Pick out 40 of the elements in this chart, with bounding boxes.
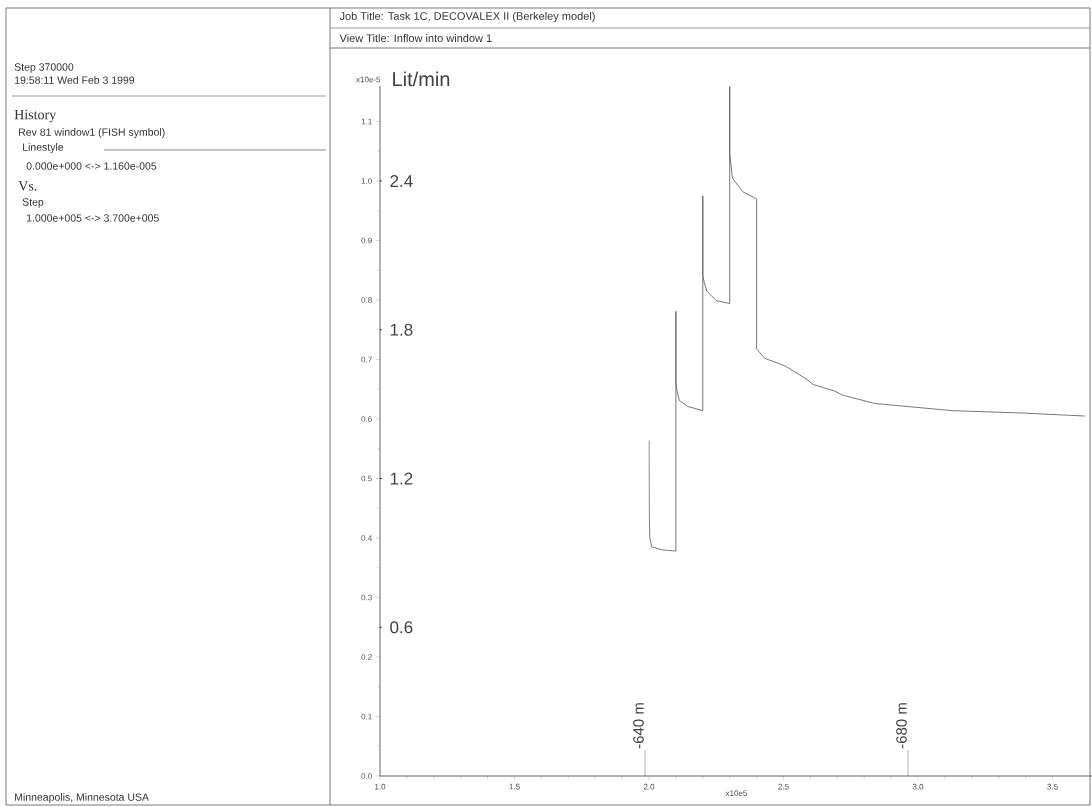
x-tick-label: 3.5 bbox=[1047, 783, 1058, 790]
y-tick-label: 0.4 bbox=[361, 535, 372, 541]
chart-subtitle: View Title: Inflow into window 1 bbox=[339, 33, 492, 43]
y-tick-label: 0.2 bbox=[361, 654, 372, 660]
text: 19:58:11 Wed Feb 3 1999 bbox=[15, 76, 135, 84]
y2-tick-label: 2.4 bbox=[390, 175, 413, 187]
y2-tick-label: 1.8 bbox=[390, 323, 413, 336]
text: Step 370000 bbox=[14, 63, 74, 73]
y-tick-label: 0.1 bbox=[361, 713, 372, 720]
y-tick-label: 0.8 bbox=[361, 297, 372, 303]
line-series bbox=[648, 86, 1086, 552]
y-tick-label: 0.9 bbox=[361, 237, 372, 244]
y2-tick-label: 1.2 bbox=[390, 472, 413, 485]
y2-axis-title: Lit/min bbox=[393, 71, 450, 87]
text: Step bbox=[22, 198, 44, 208]
text: Minneapolis, Minnesota USA bbox=[15, 793, 149, 803]
chart-title: Job Title: Task 1C, DECOVALEX II (Berkeley model) bbox=[339, 11, 595, 23]
y-tick-label: 0.6 bbox=[361, 416, 372, 422]
y-axis-title: x10e-5 bbox=[356, 76, 381, 83]
text: 1.000e+005 <-> 3.700e+005 bbox=[27, 214, 159, 222]
y-tick-label: 0.5 bbox=[361, 475, 372, 482]
x-tick-label: 2.0 bbox=[643, 783, 655, 790]
x-tick-label: 1.0 bbox=[375, 783, 386, 790]
x-tick-label: 2.5 bbox=[778, 783, 789, 790]
annotation: -680 m bbox=[896, 703, 907, 749]
y-tick-label: 0.3 bbox=[361, 594, 372, 601]
y-tick-label: 0.0 bbox=[361, 773, 372, 779]
y-tick-label: 1.1 bbox=[361, 118, 372, 125]
text: History bbox=[14, 109, 57, 123]
text: 0.000e+000 <-> 1.160e-005 bbox=[26, 162, 157, 170]
x-tick-label: 1.5 bbox=[509, 783, 520, 790]
y-tick-label: 0.7 bbox=[361, 356, 372, 363]
text: Vs. bbox=[18, 181, 37, 191]
x-axis-title: x10e5 bbox=[725, 790, 747, 797]
y2-tick-label: 0.6 bbox=[390, 621, 413, 634]
x-tick-label: 3.0 bbox=[912, 783, 924, 790]
y-tick-label: 1.0 bbox=[361, 178, 372, 184]
text: Linestyle bbox=[23, 143, 64, 153]
text: Rev 81 window1 (FISH symbol) bbox=[19, 128, 165, 138]
annotation: -640 m bbox=[633, 703, 644, 749]
